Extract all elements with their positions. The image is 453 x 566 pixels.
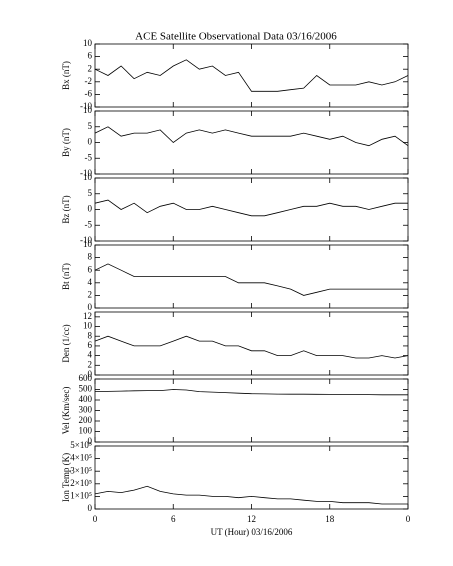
panel-frame [94, 177, 409, 242]
panel-frame [94, 43, 409, 108]
panel-frame [94, 445, 409, 510]
y-tick-label: 1×10⁵ [70, 490, 92, 500]
y-tick-label: -2 [85, 76, 93, 86]
x-tick-label: 12 [247, 514, 256, 524]
y-tick-label: 10 [83, 321, 93, 331]
data-line [94, 199, 408, 217]
y-tick-label: 0 [88, 137, 93, 147]
y-tick-label: -10 [80, 101, 92, 111]
x-axis-label: UT (Hour) 03/16/2006 [211, 527, 293, 537]
data-line [94, 126, 409, 147]
data-line [94, 59, 409, 92]
panel-frame [94, 378, 409, 443]
y-axis-label: Ion Temp (K) [61, 453, 71, 502]
y-tick-label: 200 [79, 415, 93, 425]
y-tick-label: 2 [88, 359, 93, 369]
chart-title: ACE Satellite Observational Data 03/16/2… [135, 31, 337, 43]
y-axis-label: Bt (nT) [61, 263, 71, 290]
y-tick-label: 3×10⁵ [70, 465, 92, 475]
y-tick-label: 10 [83, 239, 93, 249]
y-tick-label: 5×10⁵ [70, 440, 92, 450]
y-tick-label: 8 [88, 252, 93, 262]
x-tick-label: 18 [325, 514, 335, 524]
data-line [94, 263, 408, 296]
y-tick-label: 10 [83, 172, 93, 182]
x-tick-label: 0 [93, 514, 98, 524]
panel-frame [94, 311, 409, 376]
y-tick-label: 4×10⁵ [70, 453, 92, 463]
y-tick-label: 6 [88, 51, 93, 61]
y-tick-label: 0 [88, 503, 93, 513]
y-tick-label: 0 [88, 369, 93, 379]
y-tick-label: 6 [88, 340, 93, 350]
y-tick-label: 10 [83, 38, 93, 48]
y-tick-label: 0 [88, 204, 93, 214]
y-tick-label: 5 [88, 188, 93, 198]
y-tick-label: 5 [88, 121, 93, 131]
y-tick-label: 4 [88, 277, 93, 287]
y-tick-label: 100 [79, 426, 93, 436]
y-axis-label: Bx (nT) [61, 61, 71, 90]
y-tick-label: 0 [88, 302, 93, 312]
y-axis-label: By (nT) [61, 128, 71, 157]
y-tick-label: 2 [88, 63, 93, 73]
y-tick-label: -10 [80, 168, 92, 178]
y-axis-label: Den (1/cc) [61, 324, 71, 362]
data-line [94, 389, 408, 396]
y-tick-label: 10 [83, 105, 93, 115]
panel-frame [94, 110, 409, 175]
y-tick-label: 300 [79, 405, 93, 415]
y-tick-label: 2×10⁵ [70, 478, 92, 488]
y-tick-label: -5 [85, 219, 93, 229]
y-tick-label: 12 [83, 311, 92, 321]
y-tick-label: -5 [85, 152, 93, 162]
y-tick-label: 0 [88, 436, 93, 446]
y-tick-label: 2 [88, 289, 93, 299]
data-line [94, 485, 408, 505]
y-tick-label: 600 [79, 373, 93, 383]
y-tick-label: -10 [80, 235, 92, 245]
y-axis-label: Vel (Km/sec) [61, 387, 71, 435]
x-tick-label: 6 [171, 514, 176, 524]
y-tick-label: -6 [85, 88, 93, 98]
y-tick-label: 4 [88, 350, 93, 360]
y-axis-label: Bz (nT) [61, 195, 71, 223]
y-tick-label: 6 [88, 264, 93, 274]
y-tick-label: 8 [88, 330, 93, 340]
x-tick-label: 0 [406, 514, 411, 524]
y-tick-label: 500 [79, 384, 93, 394]
y-tick-label: 400 [79, 394, 93, 404]
data-line [94, 335, 409, 359]
